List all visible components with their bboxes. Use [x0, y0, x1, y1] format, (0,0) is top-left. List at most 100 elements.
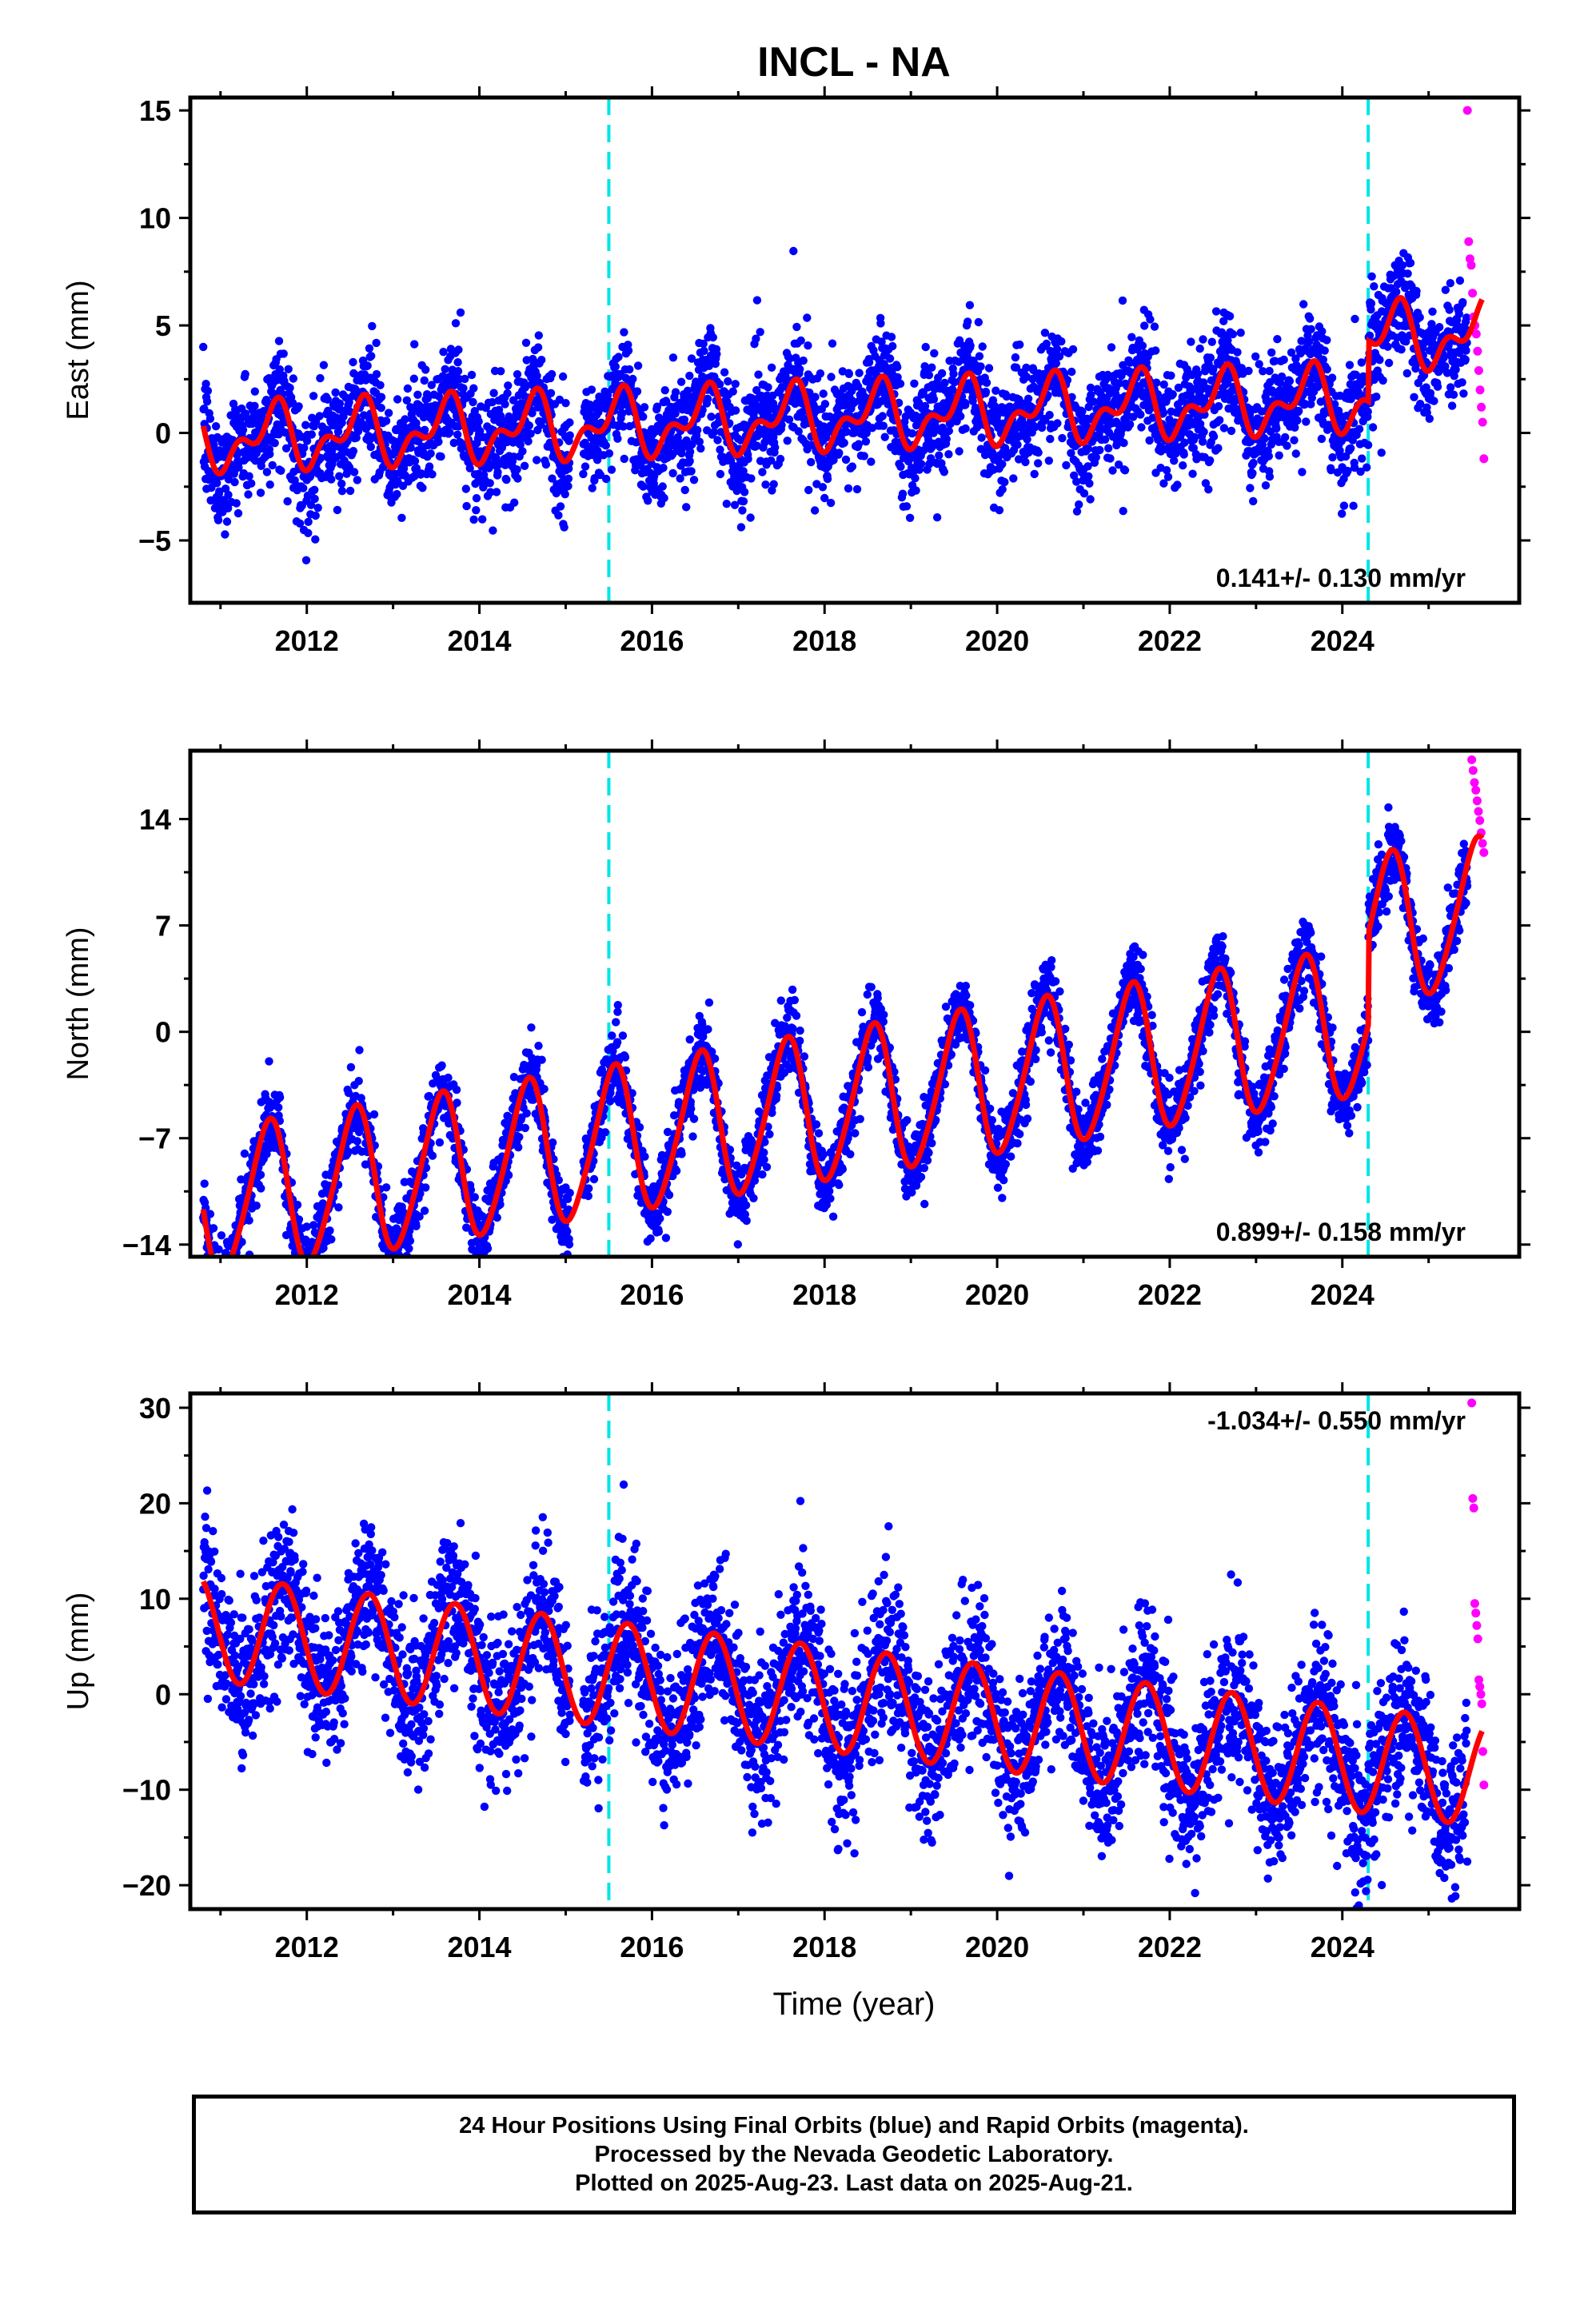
- east-data-point: [1121, 466, 1129, 474]
- east-data-point: [1273, 335, 1281, 343]
- east-data-point: [445, 429, 453, 436]
- east-data-point: [561, 399, 569, 407]
- east-data-point: [1057, 337, 1065, 345]
- north-data-point: [444, 1074, 452, 1082]
- east-data-point: [998, 460, 1006, 468]
- east-y-tick-label: 10: [139, 202, 171, 235]
- east-data-point: [1442, 286, 1450, 294]
- east-data-point: [845, 370, 853, 378]
- east-data-point: [1188, 470, 1196, 478]
- east-data-point: [365, 345, 373, 353]
- east-data-point: [213, 479, 221, 487]
- east-data-point: [668, 469, 676, 477]
- east-data-point: [1283, 441, 1291, 449]
- east-data-point: [504, 381, 512, 389]
- east-data-point: [302, 556, 310, 564]
- east-data-point: [696, 444, 704, 452]
- east-data-point: [1266, 472, 1274, 480]
- east-data-point: [204, 387, 212, 395]
- east-data-point: [368, 322, 376, 330]
- east-data-point: [1196, 345, 1204, 353]
- east-data-point: [338, 487, 346, 495]
- east-data-point: [314, 504, 322, 512]
- east-data-point: [1207, 353, 1215, 361]
- east-data-point: [876, 319, 884, 327]
- east-rapid-point: [1477, 403, 1486, 412]
- east-x-tick-label: 2022: [1138, 624, 1202, 657]
- east-data-point: [1227, 427, 1235, 435]
- east-data-point: [910, 380, 918, 388]
- north-data-point: [421, 1183, 429, 1191]
- east-data-point: [311, 536, 319, 544]
- east-data-point: [669, 353, 677, 361]
- east-data-point: [1167, 372, 1175, 380]
- east-data-point: [785, 416, 793, 424]
- east-data-point: [373, 370, 381, 378]
- east-data-point: [896, 463, 904, 471]
- east-data-point: [888, 333, 896, 341]
- east-data-point: [1338, 509, 1346, 517]
- east-data-point: [922, 343, 930, 351]
- east-data-point: [821, 400, 829, 408]
- east-data-point: [928, 364, 936, 372]
- north-data-point: [217, 1231, 225, 1239]
- east-data-point: [754, 370, 762, 378]
- east-data-point: [547, 389, 555, 397]
- north-data-point: [253, 1202, 261, 1210]
- east-data-point: [316, 374, 324, 382]
- east-data-point: [223, 517, 231, 525]
- east-data-point: [1092, 453, 1100, 461]
- east-data-point: [533, 456, 541, 464]
- east-data-point: [1170, 456, 1178, 464]
- east-data-point: [661, 386, 669, 394]
- east-data-point: [1000, 478, 1008, 486]
- east-data-point: [1069, 345, 1077, 353]
- east-data-point: [709, 333, 717, 341]
- east-data-point: [469, 516, 477, 524]
- east-data-point: [1199, 428, 1207, 436]
- east-data-point: [475, 417, 483, 425]
- east-data-point: [1249, 459, 1257, 467]
- east-data-point: [1448, 401, 1456, 409]
- east-data-point: [221, 530, 229, 538]
- east-data-point: [1179, 461, 1187, 469]
- east-data-point: [1328, 453, 1336, 461]
- east-data-point: [693, 426, 701, 434]
- east-data-point: [1412, 287, 1420, 295]
- east-data-point: [807, 458, 815, 466]
- east-data-point: [1346, 361, 1354, 369]
- east-data-point: [265, 450, 273, 458]
- north-data-point: [206, 1210, 214, 1218]
- east-data-point: [377, 404, 385, 412]
- east-data-point: [770, 480, 778, 488]
- north-data-point: [437, 1062, 445, 1070]
- east-data-point: [418, 484, 426, 492]
- east-data-point: [804, 486, 812, 494]
- east-data-point: [277, 467, 285, 475]
- east-data-point: [1403, 369, 1411, 377]
- north-data-point: [370, 1110, 378, 1118]
- north-data-point: [355, 1077, 363, 1085]
- east-data-point: [1106, 454, 1114, 462]
- east-data-point: [459, 384, 467, 392]
- east-data-point: [421, 365, 429, 373]
- east-data-point: [1307, 325, 1315, 333]
- north-data-point: [355, 1046, 363, 1054]
- east-rapid-point: [1474, 366, 1483, 375]
- east-data-point: [1126, 421, 1134, 429]
- east-data-point: [879, 412, 887, 420]
- east-data-point: [522, 339, 530, 347]
- east-data-point: [294, 402, 302, 410]
- east-data-point: [1237, 329, 1245, 337]
- east-data-point: [513, 465, 521, 473]
- east-data-point: [434, 437, 442, 445]
- east-data-point: [761, 480, 769, 488]
- east-rapid-point: [1464, 237, 1473, 246]
- east-data-point: [367, 443, 375, 451]
- east-data-point: [1299, 300, 1307, 308]
- east-data-point: [975, 318, 983, 326]
- east-data-point: [716, 445, 724, 453]
- east-data-point: [1119, 439, 1127, 447]
